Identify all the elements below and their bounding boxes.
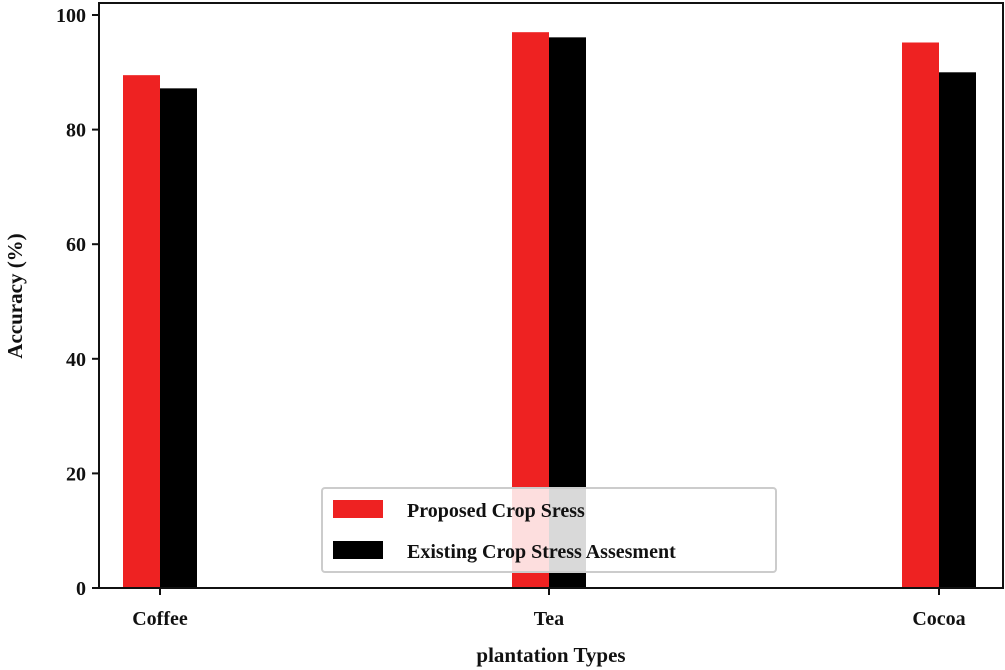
bar-coffee-existing xyxy=(160,88,197,589)
y-tick-label: 80 xyxy=(66,120,86,142)
x-tick-label-coffee: Coffee xyxy=(132,608,188,630)
legend-swatch-existing xyxy=(333,541,383,559)
legend-label-existing: Existing Crop Stress Assesment xyxy=(407,541,676,563)
y-tick-label: 60 xyxy=(66,234,86,256)
y-axis-title: Accuracy (%) xyxy=(3,233,27,358)
bar-cocoa-existing xyxy=(939,72,976,589)
y-tick-label: 100 xyxy=(56,5,86,27)
legend-label-proposed: Proposed Crop Sress xyxy=(407,500,585,522)
y-axis: 0 20 40 60 80 100 xyxy=(56,5,99,600)
y-tick-label: 0 xyxy=(76,578,86,600)
x-tick-label-tea: Tea xyxy=(534,608,564,630)
y-tick-label: 40 xyxy=(66,349,86,371)
y-tick-label: 20 xyxy=(66,463,86,485)
legend-swatch-proposed xyxy=(333,500,383,518)
bar-coffee-proposed xyxy=(123,75,160,589)
bar-cocoa-proposed xyxy=(902,42,939,588)
legend-box xyxy=(321,487,777,573)
plot-frame xyxy=(98,2,1004,589)
x-axis: Coffee Tea Cocoa xyxy=(132,588,966,630)
legend: Proposed Crop Sress Existing Crop Stress… xyxy=(321,487,777,573)
x-tick-label-cocoa: Cocoa xyxy=(912,608,965,630)
x-axis-title: plantation Types xyxy=(476,643,625,667)
bars-group xyxy=(123,32,976,589)
